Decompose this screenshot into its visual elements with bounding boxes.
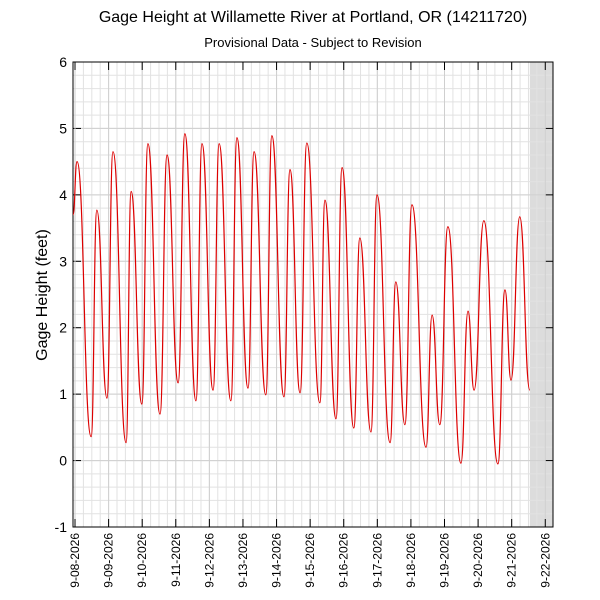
y-tick-label: 5 (59, 120, 67, 136)
x-tick-label: 9-21-2026 (505, 533, 519, 588)
x-tick-label: 9-09-2026 (102, 533, 116, 588)
x-tick-label: 9-15-2026 (303, 533, 317, 588)
x-tick-label: 9-20-2026 (471, 533, 485, 588)
x-tick-label: 9-10-2026 (135, 533, 149, 588)
chart-subtitle: Provisional Data - Subject to Revision (204, 35, 422, 50)
data-line (72, 133, 531, 465)
x-tick-label: 9-16-2026 (337, 533, 351, 588)
y-tick-label: 2 (59, 320, 67, 336)
plot-frame (72, 61, 554, 528)
x-tick-label: 9-11-2026 (169, 533, 183, 587)
no-data-shade (529, 62, 553, 527)
x-tick-label: 9-17-2026 (370, 533, 384, 588)
y-tick-label: 6 (59, 54, 67, 70)
x-tick-label: 9-18-2026 (404, 533, 418, 588)
x-tick-label: 9-08-2026 (68, 533, 82, 588)
x-tick-label: 9-22-2026 (538, 533, 552, 588)
chart-title: Gage Height at Willamette River at Portl… (99, 9, 527, 26)
y-tick-label: -1 (55, 519, 68, 535)
y-tick-label: 4 (59, 187, 67, 203)
x-tick-label: 9-13-2026 (236, 533, 250, 588)
y-axis-label: Gage Height (feet) (34, 229, 51, 361)
y-tick-label: 3 (59, 253, 67, 269)
x-tick-label: 9-14-2026 (270, 533, 284, 588)
x-tick-label: 9-19-2026 (438, 533, 452, 588)
x-tick-label: 9-12-2026 (202, 533, 216, 588)
y-tick-label: 1 (59, 386, 67, 402)
y-tick-label: 0 (59, 453, 67, 469)
